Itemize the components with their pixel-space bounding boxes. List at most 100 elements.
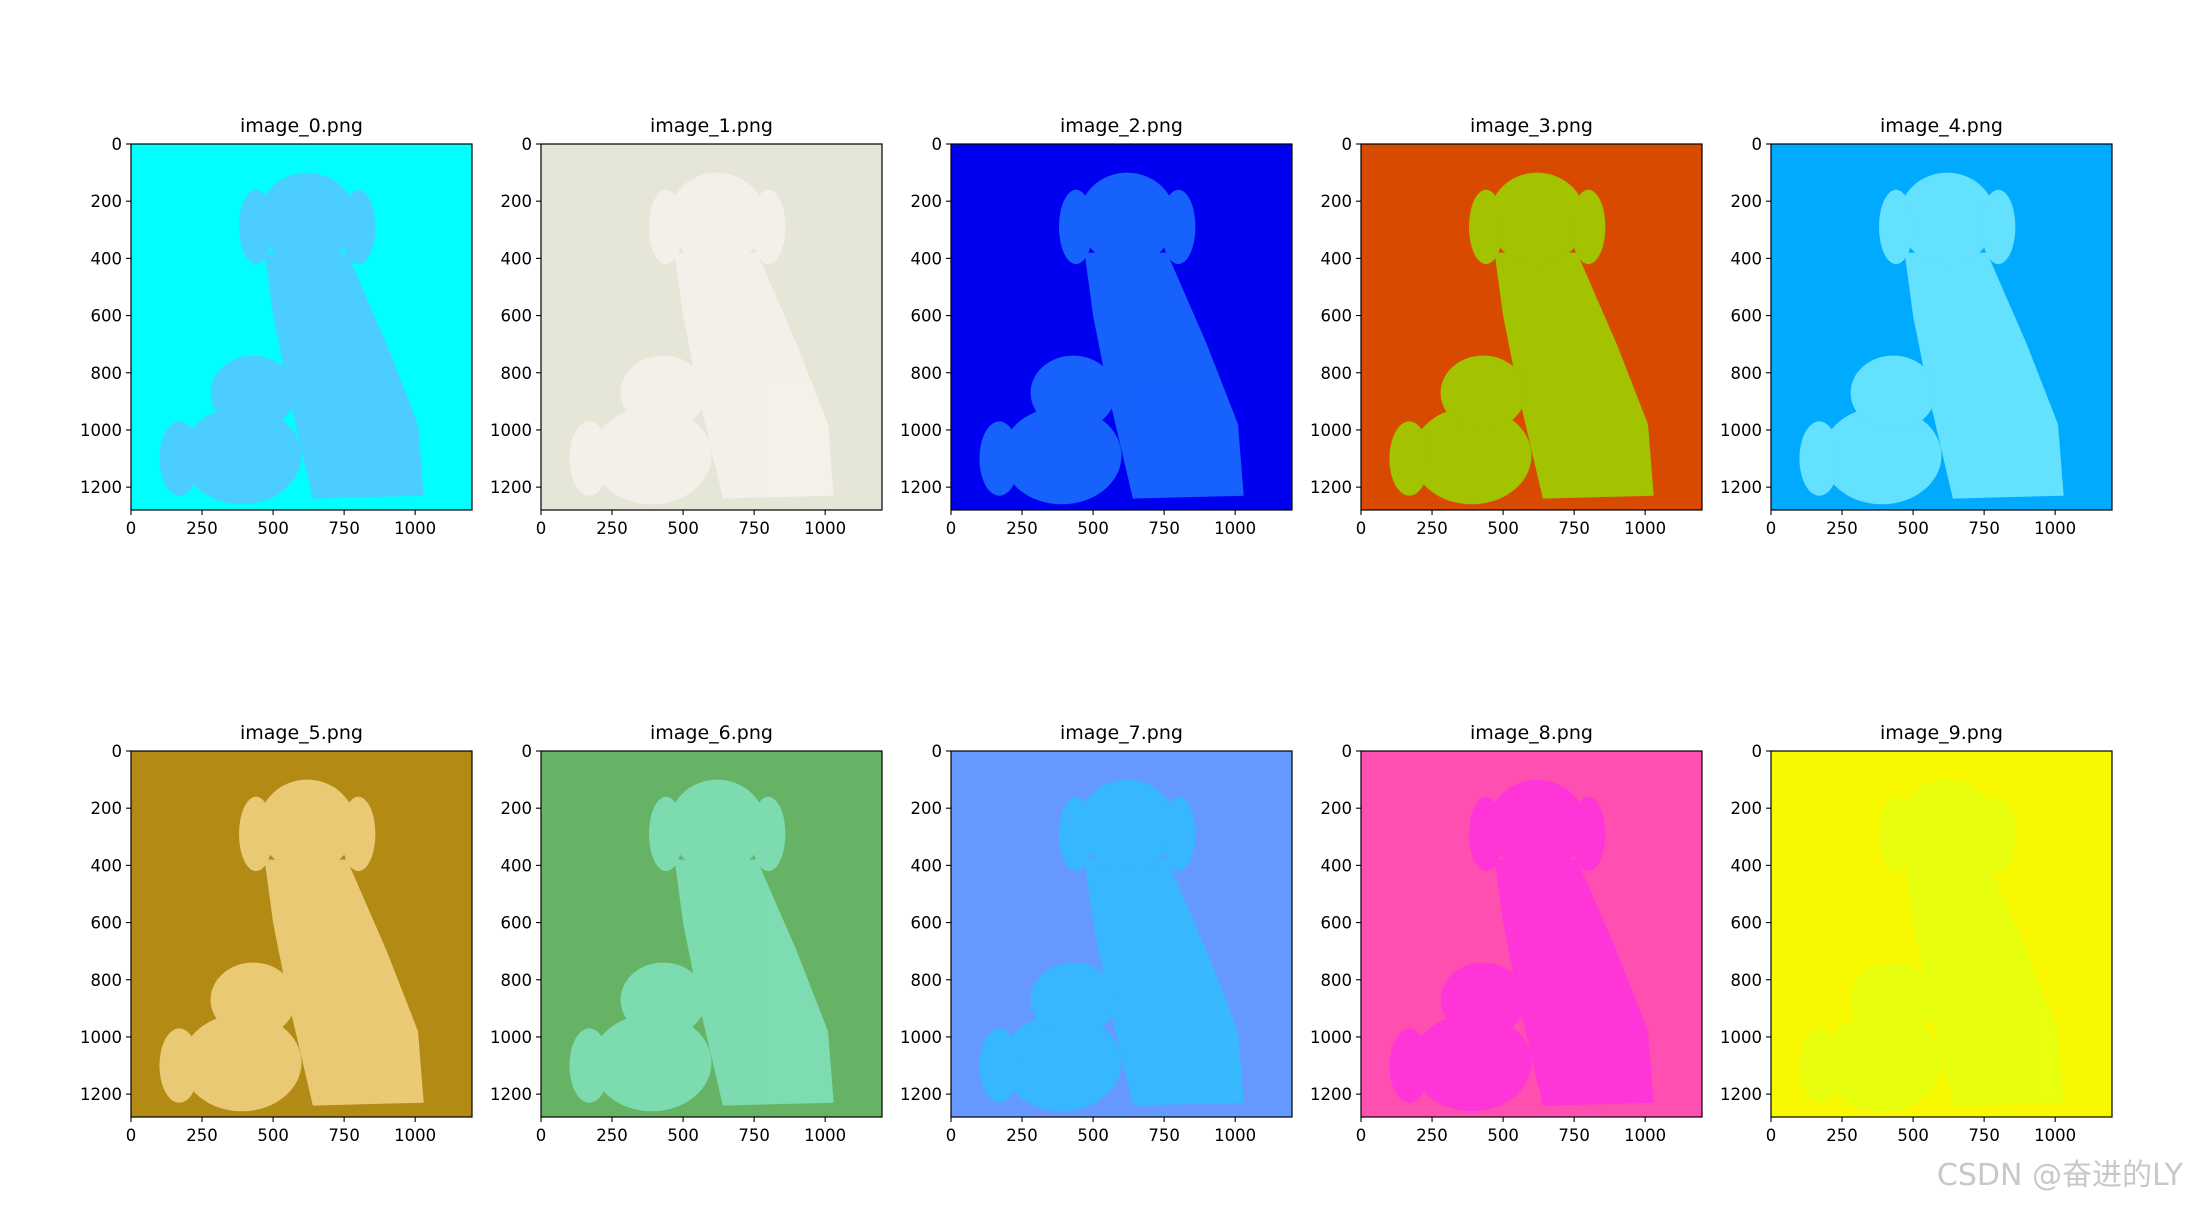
- dog-body: [1904, 859, 2064, 1106]
- dog-head: [1898, 779, 1996, 872]
- y-tick-label: 400: [1731, 856, 1763, 875]
- dog-ear: [1161, 796, 1196, 872]
- x-tick-label: 750: [1558, 1126, 1590, 1145]
- y-tick-label: 1000: [900, 1028, 942, 1047]
- cat-body: [592, 1014, 712, 1112]
- y-tick-label: 200: [501, 799, 533, 818]
- x-tick-label: 750: [328, 1126, 360, 1145]
- y-tick-label: 400: [911, 249, 943, 268]
- y-tick-label: 1200: [900, 478, 942, 497]
- x-tick-label: 1000: [1214, 1126, 1256, 1145]
- x-tick-label: 0: [126, 519, 137, 538]
- cat-body: [1822, 407, 1942, 505]
- dog-head: [1898, 172, 1996, 265]
- dog-ear: [341, 796, 376, 872]
- y-tick-label: 1200: [80, 478, 122, 497]
- dog-head: [258, 779, 356, 872]
- y-tick-label: 1000: [1310, 1028, 1352, 1047]
- dog-ear: [1468, 189, 1504, 265]
- y-tick-label: 800: [501, 971, 533, 990]
- subplot: image_5.png 0 250 500 750 1000 0 200 400 600 800 10…: [80, 722, 473, 1145]
- image-subject: [979, 779, 1244, 1112]
- y-tick-label: 0: [932, 135, 943, 154]
- y-tick-label: 400: [1321, 249, 1353, 268]
- x-tick-label: 750: [1148, 519, 1180, 538]
- x-tick-label: 0: [1356, 1126, 1367, 1145]
- y-tick-label: 0: [1752, 135, 1763, 154]
- image-subject: [569, 172, 834, 505]
- x-tick-label: 250: [186, 1126, 218, 1145]
- y-tick-label: 200: [91, 799, 123, 818]
- y-tick-label: 800: [91, 971, 123, 990]
- dog-ear: [751, 189, 786, 265]
- y-tick-label: 1000: [1720, 1028, 1762, 1047]
- dog-ear: [1981, 189, 2016, 265]
- axes-frame: [1360, 143, 1703, 511]
- cat-tail: [1389, 1028, 1430, 1103]
- x-tick-label: 500: [667, 1126, 699, 1145]
- x-tick-label: 750: [1148, 1126, 1180, 1145]
- x-tick-label: 1000: [1624, 1126, 1666, 1145]
- y-tick-label: 800: [1321, 971, 1353, 990]
- x-tick-label: 1000: [804, 1126, 846, 1145]
- image-subject: [1799, 779, 2064, 1112]
- y-tick-label: 600: [1321, 914, 1353, 933]
- x-tick-label: 500: [257, 519, 289, 538]
- y-tick-label: 800: [911, 364, 943, 383]
- x-tick-label: 500: [667, 519, 699, 538]
- dog-ear: [648, 796, 684, 872]
- y-tick-label: 600: [91, 307, 123, 326]
- x-tick-label: 500: [1077, 1126, 1109, 1145]
- y-tick-label: 0: [1342, 742, 1353, 761]
- image-subject: [569, 779, 834, 1112]
- y-tick-label: 600: [501, 914, 533, 933]
- image-subject: [159, 779, 424, 1112]
- subplot: image_7.png 0 250 500 750 1000 0 200 400 600 800 10…: [900, 722, 1293, 1145]
- image: [541, 751, 882, 1117]
- dog-head: [1078, 172, 1176, 265]
- image: [131, 144, 472, 510]
- dog-head: [668, 172, 766, 265]
- dog-ear: [1878, 189, 1914, 265]
- subplot: image_9.png 0 250 500 750 1000 0 200 400 600 800 10…: [1720, 722, 2113, 1145]
- watermark: CSDN @奋进的LY: [1937, 1158, 2184, 1193]
- x-tick-label: 0: [536, 519, 547, 538]
- cat-body: [182, 407, 302, 505]
- y-tick-label: 1200: [1720, 1085, 1762, 1104]
- cat-body: [1412, 1014, 1532, 1112]
- y-tick-label: 800: [911, 971, 943, 990]
- dog-ear: [1571, 796, 1606, 872]
- image: [541, 144, 882, 510]
- subplot: image_8.png 0 250 500 750 1000 0 200 400 600 800 10…: [1310, 722, 1703, 1145]
- dog-ear: [341, 189, 376, 265]
- axes-frame: [1770, 143, 2113, 511]
- dog-head: [1488, 172, 1586, 265]
- x-tick-label: 1000: [394, 1126, 436, 1145]
- image: [1361, 144, 1702, 510]
- cat-body: [1002, 407, 1122, 505]
- y-tick-label: 800: [91, 364, 123, 383]
- cat-tail: [1799, 1028, 1840, 1103]
- cat-tail: [979, 421, 1020, 496]
- dog-ear: [1058, 796, 1094, 872]
- dog-ear: [1468, 796, 1504, 872]
- cat-head: [1030, 355, 1116, 430]
- image-subject: [1799, 172, 2064, 505]
- dog-head: [1078, 779, 1176, 872]
- y-tick-label: 200: [911, 192, 943, 211]
- y-tick-label: 0: [522, 742, 533, 761]
- x-tick-label: 0: [946, 1126, 957, 1145]
- x-tick-label: 1000: [394, 519, 436, 538]
- y-tick-label: 600: [1731, 914, 1763, 933]
- axes-frame: [1360, 750, 1703, 1118]
- cat-body: [1822, 1014, 1942, 1112]
- y-tick-label: 1200: [900, 1085, 942, 1104]
- x-tick-label: 750: [1558, 519, 1590, 538]
- y-tick-label: 200: [1731, 799, 1763, 818]
- cat-head: [620, 962, 706, 1037]
- dog-body: [674, 859, 834, 1106]
- axes-frame: [950, 750, 1293, 1118]
- image: [951, 144, 1292, 510]
- y-tick-label: 1200: [80, 1085, 122, 1104]
- x-tick-label: 1000: [804, 519, 846, 538]
